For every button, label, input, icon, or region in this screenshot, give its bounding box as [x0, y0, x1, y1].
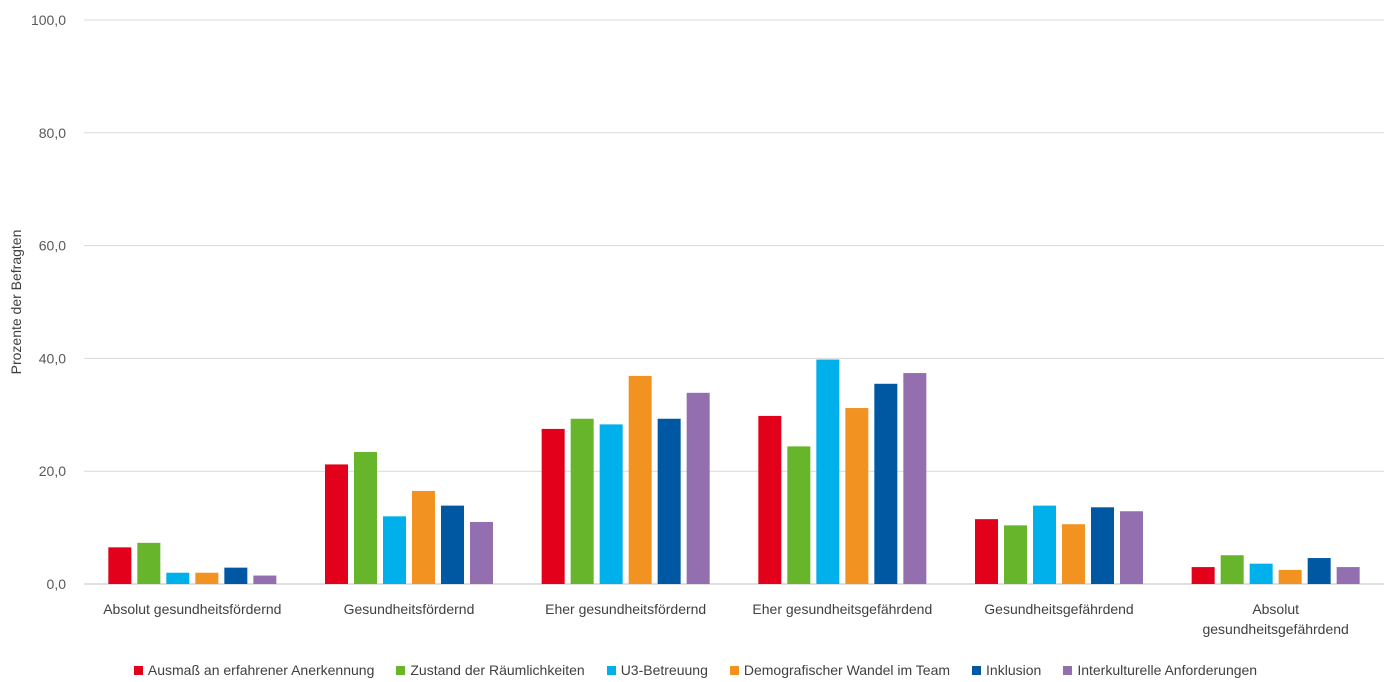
legend-item: Interkulturelle Anforderungen	[1063, 662, 1257, 678]
bar	[1062, 524, 1085, 584]
bar	[758, 415, 782, 584]
bars	[108, 359, 1360, 584]
y-tick-label: 0,0	[47, 576, 67, 592]
legend-item: Inklusion	[972, 662, 1041, 678]
legend-label: Ausmaß an erfahrener Anerkennung	[147, 662, 375, 678]
y-tick-label: 100,0	[31, 12, 66, 28]
legend-swatch	[606, 665, 616, 675]
bar	[195, 572, 219, 584]
bar	[845, 408, 869, 584]
bar	[1191, 567, 1215, 584]
bar	[1336, 567, 1360, 584]
bar	[816, 359, 840, 584]
bar	[686, 392, 710, 584]
y-tick-label: 40,0	[39, 350, 66, 366]
legend-swatch	[133, 665, 143, 675]
bar	[1249, 563, 1273, 584]
bar	[470, 521, 493, 584]
bar	[1004, 525, 1027, 584]
x-category-label-line: Eher gesundheitsfördernd	[545, 601, 706, 617]
bar	[441, 505, 464, 584]
y-axis-ticks: 0,0 20,0 40,0 60,0 80,0 100,0	[31, 12, 66, 592]
bar	[108, 547, 132, 584]
y-axis-title: Prozente der Befragten	[8, 230, 24, 375]
x-category-label-line: Gesundheitsfördernd	[344, 601, 475, 617]
y-tick-label: 60,0	[39, 238, 66, 254]
x-category-label: Gesundheitsgefährdend	[984, 601, 1133, 617]
x-category-label-line: Eher gesundheitsgefährdend	[752, 601, 932, 617]
bar	[354, 452, 377, 584]
legend-label: Inklusion	[986, 662, 1042, 678]
bar	[541, 428, 565, 584]
bar	[1278, 569, 1302, 584]
legend-label: Demografischer Wandel im Team	[743, 662, 951, 678]
x-axis-categories: Absolut gesundheitsfördernd Gesundheitsfö…	[103, 601, 1349, 637]
bar	[412, 490, 435, 584]
bar	[166, 572, 190, 584]
bar	[383, 516, 406, 584]
bar	[975, 519, 998, 584]
bar	[874, 383, 898, 584]
bar	[325, 464, 348, 584]
legend-item: Zustand der Räumlichkeiten	[396, 662, 585, 678]
y-tick-label: 80,0	[39, 125, 66, 141]
legend-swatch	[972, 665, 982, 675]
bar	[1220, 555, 1244, 584]
legend-swatch	[1063, 665, 1073, 675]
x-category-label-line: Absolut	[1252, 601, 1299, 617]
bar	[137, 542, 161, 584]
bar	[224, 567, 248, 584]
legend-swatch	[396, 665, 406, 675]
x-category-label: Eher gesundheitsgefährdend	[752, 601, 932, 617]
bar	[1120, 511, 1143, 584]
bar	[1091, 507, 1114, 584]
legend-item: U3-Betreuung	[606, 662, 708, 678]
bar	[1307, 558, 1331, 584]
x-category-label-line: Gesundheitsgefährdend	[984, 601, 1133, 617]
bar	[657, 418, 681, 584]
x-category-label: Eher gesundheitsfördernd	[545, 601, 706, 617]
x-category-label: Absolut gesundheitsgefährdend	[1202, 601, 1348, 637]
x-category-label-line: gesundheitsgefährdend	[1202, 621, 1348, 637]
legend-label: Interkulturelle Anforderungen	[1077, 662, 1258, 678]
legend-swatch	[729, 665, 739, 675]
x-category-label: Gesundheitsfördernd	[344, 601, 475, 617]
legend-item: Demografischer Wandel im Team	[729, 662, 951, 678]
gridlines	[84, 19, 1384, 585]
legend-label: Zustand der Räumlichkeiten	[410, 662, 585, 678]
bar	[903, 373, 927, 584]
y-tick-label: 20,0	[39, 463, 66, 479]
legend-label: U3-Betreuung	[620, 662, 708, 678]
chart-legend: Ausmaß an erfahrener Anerkennung Zustand …	[0, 659, 1391, 681]
legend-item: Ausmaß an erfahrener Anerkennung	[133, 662, 375, 678]
bar	[1033, 505, 1056, 584]
bar	[570, 418, 594, 584]
bar	[599, 424, 623, 584]
bar	[787, 446, 811, 584]
x-category-label-line: Absolut gesundheitsfördernd	[103, 601, 281, 617]
x-category-label: Absolut gesundheitsfördernd	[103, 601, 281, 617]
bar	[628, 375, 652, 584]
bar	[253, 575, 277, 584]
